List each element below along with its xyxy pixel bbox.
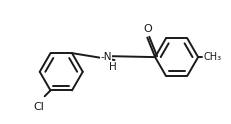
Text: O: O bbox=[142, 24, 151, 34]
Text: -N: -N bbox=[100, 52, 111, 62]
Text: CH₃: CH₃ bbox=[202, 52, 220, 62]
Text: H: H bbox=[108, 62, 116, 72]
Text: Cl: Cl bbox=[33, 102, 44, 112]
